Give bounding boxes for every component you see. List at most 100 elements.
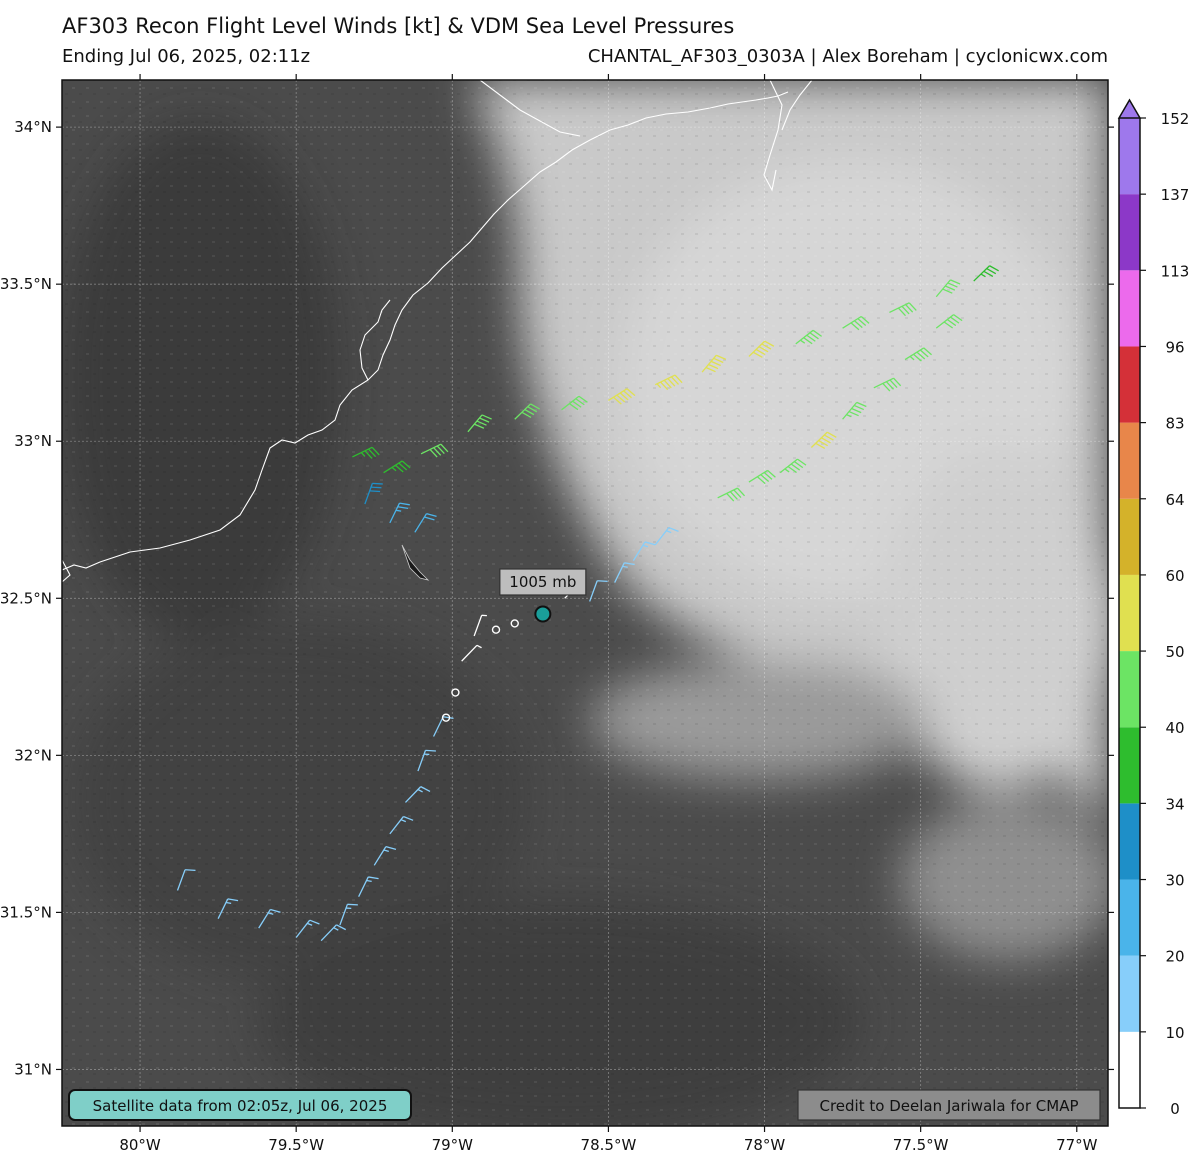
colorbar-label: 10 — [1165, 1024, 1184, 1042]
wind-barb — [973, 265, 999, 282]
coastline — [62, 80, 813, 583]
wind-barb — [295, 919, 320, 938]
colorbar-segment — [1119, 270, 1140, 347]
wind-barb — [842, 401, 867, 420]
credit-text: Credit to Deelan Jariwala for CMAP — [820, 1097, 1079, 1115]
wind-barb — [608, 388, 636, 405]
satellite-note-box: Satellite data from 02:05z, Jul 06, 2025 — [68, 1089, 412, 1121]
wind-barb — [795, 329, 822, 345]
colorbar-segment — [1119, 955, 1140, 1032]
wind-barb — [420, 443, 449, 458]
colorbar-segment — [1119, 651, 1140, 728]
axis-ticks: 80°W 79.5°W 79°W 78.5°W 78°W 77.5°W 77°W 31°N 31… — [0, 74, 1114, 1150]
lat-tick-label: 34°N — [14, 118, 52, 136]
wind-barbs — [176, 265, 999, 942]
lat-tick-label: 31.5°N — [0, 903, 52, 921]
pressure-label-box: 1005 mb — [499, 568, 587, 596]
colorbar-segment — [1119, 194, 1140, 271]
wind-barb — [842, 315, 870, 331]
wind-barb — [176, 869, 196, 891]
wind-barb — [467, 414, 492, 433]
colorbar-segment — [1119, 803, 1140, 880]
colorbar-label: 83 — [1165, 415, 1184, 433]
calm-wind-marker — [491, 625, 501, 634]
lat-tick-label: 32.5°N — [0, 589, 52, 607]
wind-barb — [935, 279, 961, 298]
wind-barb — [461, 644, 482, 662]
wind-barb — [748, 340, 775, 358]
colorbar-segment — [1119, 498, 1140, 575]
subtitle-valid-time: Ending Jul 06, 2025, 02:11z — [62, 46, 311, 67]
colorbar-label: 40 — [1165, 719, 1184, 737]
wind-barb — [614, 562, 635, 583]
wind-barb — [779, 458, 807, 474]
wind-barb — [654, 374, 683, 391]
wind-barb — [748, 469, 776, 485]
wind-barb — [364, 482, 383, 505]
lon-tick-label: 79.5°W — [268, 1136, 324, 1150]
lon-tick-label: 79°W — [432, 1136, 474, 1150]
lat-tick-label: 33.5°N — [0, 275, 52, 293]
lat-tick-label: 31°N — [14, 1060, 52, 1078]
wind-barb — [217, 898, 239, 919]
map-frame — [61, 79, 1109, 1127]
wind-barb — [320, 924, 347, 942]
wind-barb — [589, 580, 608, 602]
lon-tick-label: 80°W — [119, 1136, 161, 1150]
subtitle-credit-line: CHANTAL_AF303_0303A | Alex Boreham | cyc… — [587, 46, 1108, 67]
calm-wind-marker — [441, 713, 451, 722]
wind-barb — [404, 786, 431, 803]
wind-barb — [389, 502, 410, 524]
colorbar-label: 30 — [1165, 872, 1184, 890]
calm-wind-marker — [451, 688, 460, 697]
satellite-texture — [62, 80, 1108, 1126]
lon-tick-label: 78°W — [744, 1136, 786, 1150]
colorbar-segment — [1119, 118, 1140, 195]
credit-box: Credit to Deelan Jariwala for CMAP — [797, 1089, 1101, 1121]
colorbar-label: 50 — [1165, 643, 1184, 661]
colorbar-segment — [1119, 727, 1140, 804]
colorbar-label: 152 — [1161, 110, 1190, 128]
wind-barb — [389, 815, 414, 835]
coastal-island — [401, 544, 430, 581]
wind-barb — [339, 903, 358, 926]
wind-barb — [889, 302, 917, 317]
wind-barb — [352, 446, 380, 459]
wind-barb — [810, 431, 837, 450]
wind-barb — [935, 314, 963, 329]
colorbar-extend-arrow — [1117, 98, 1142, 119]
colorbar-segment — [1119, 346, 1140, 423]
wind-barb — [717, 487, 746, 502]
wind-barb — [561, 395, 588, 411]
wind-barb — [432, 716, 454, 737]
wind-barb — [473, 614, 487, 637]
colorbar-segment — [1119, 879, 1140, 956]
wind-barb — [514, 403, 540, 420]
colorbar-label: 0 — [1170, 1100, 1180, 1118]
colorbar-segment — [1119, 1031, 1140, 1108]
wind-barb — [258, 908, 281, 929]
colorbar-label: 20 — [1165, 948, 1184, 966]
wind-barb — [383, 460, 411, 474]
wind-barb — [632, 541, 656, 561]
colorbar-segment — [1119, 574, 1140, 652]
wind-barb — [373, 846, 397, 866]
satellite-note: Satellite data from 02:05z, Jul 06, 2025 — [93, 1097, 388, 1115]
colorbar-frame — [1118, 118, 1141, 1109]
colorbar-label: 96 — [1165, 338, 1184, 356]
colorbar-segment — [1119, 422, 1140, 499]
wind-barb — [701, 354, 727, 373]
wind-barb — [873, 377, 902, 392]
wind-barb — [417, 749, 436, 772]
lon-tick-label: 78.5°W — [581, 1136, 637, 1150]
lat-tick-label: 33°N — [14, 432, 52, 450]
page-title: AF303 Recon Flight Level Winds [kt] & VD… — [62, 14, 735, 38]
vdm-center-marker — [534, 605, 552, 623]
lon-tick-label: 77°W — [1056, 1136, 1098, 1150]
colorbar-label: 113 — [1161, 262, 1190, 280]
lon-tick-label: 77.5°W — [893, 1136, 949, 1150]
colorbar-label: 60 — [1165, 567, 1184, 585]
colorbar-label: 137 — [1161, 186, 1190, 204]
